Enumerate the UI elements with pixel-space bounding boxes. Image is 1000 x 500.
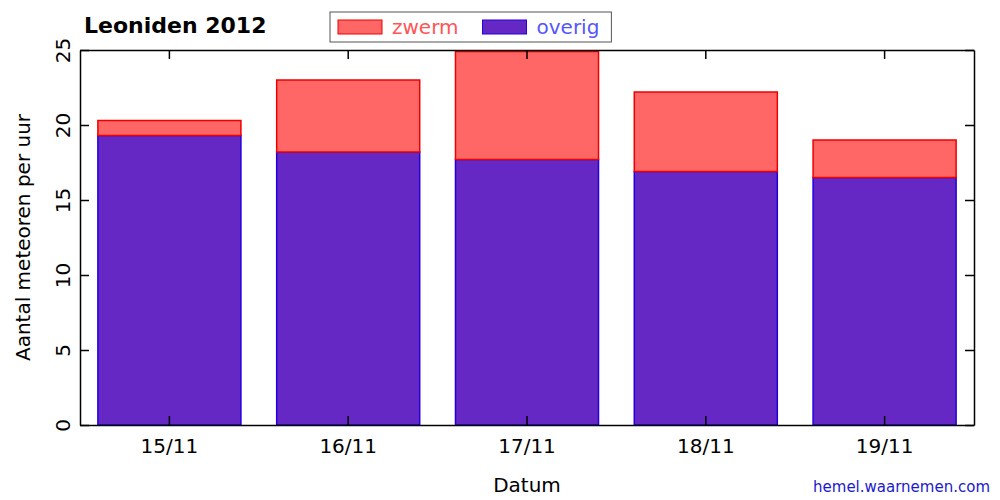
y-tick: 5 xyxy=(51,344,89,357)
y-tick xyxy=(965,125,974,126)
tick-label: 20 xyxy=(51,113,75,138)
bar xyxy=(455,52,598,160)
x-tick xyxy=(527,50,528,59)
x-tick: 19/11 xyxy=(856,416,914,458)
tick-label: 15/11 xyxy=(141,434,199,458)
x-axis-title: Datum xyxy=(493,473,561,497)
bar xyxy=(634,92,777,172)
axis-line xyxy=(974,51,976,426)
x-tick xyxy=(348,50,349,59)
tick-mark xyxy=(705,416,707,425)
y-axis-title: Aantal meteoren per uur xyxy=(11,113,35,361)
x-axis-top xyxy=(81,50,975,59)
tick-label: 25 xyxy=(51,38,75,63)
tick-label: 5 xyxy=(51,344,75,357)
x-tick: 18/11 xyxy=(677,416,735,458)
y-tick xyxy=(965,275,974,276)
tick-label: 17/11 xyxy=(498,434,556,458)
tick-label: 0 xyxy=(51,419,75,432)
legend-box xyxy=(330,12,611,42)
tick-label: 18/11 xyxy=(677,434,735,458)
tick-mark xyxy=(705,50,707,59)
x-tick xyxy=(705,50,706,59)
y-tick xyxy=(965,350,974,351)
tick-mark xyxy=(526,416,528,425)
y-axis: 0 5 10 15 20 25 xyxy=(51,38,89,432)
x-tick xyxy=(884,50,885,59)
legend-item: zwerm xyxy=(338,15,459,39)
x-tick: 16/11 xyxy=(319,416,377,458)
legend: zwerm overig xyxy=(330,12,611,42)
legend-swatch xyxy=(483,20,527,34)
x-tick: 17/11 xyxy=(498,416,556,458)
tick-label: 10 xyxy=(51,263,75,288)
x-axis: 15/11 16/11 17/11 18/11 19/11 xyxy=(81,416,975,458)
y-tick xyxy=(965,200,974,201)
tick-mark xyxy=(526,50,528,59)
tick-mark xyxy=(884,50,886,59)
tick-mark xyxy=(884,416,886,425)
x-tick xyxy=(169,50,170,59)
tick-label: 19/11 xyxy=(856,434,914,458)
y-tick: 10 xyxy=(51,263,89,288)
y-axis-right xyxy=(965,51,975,426)
legend-item: overig xyxy=(483,15,600,39)
tick-mark xyxy=(169,416,171,425)
chart: 0 5 10 15 20 25 15/11 16/11 17/11 18/11 19/11 Datum… xyxy=(0,0,1000,500)
tick-mark xyxy=(965,200,974,202)
tick-label: 15 xyxy=(51,188,75,213)
annotation: hemel.waarnemen.com xyxy=(813,478,990,496)
legend-swatch xyxy=(338,20,382,34)
plot-area: 0 5 10 15 20 25 15/11 16/11 17/11 18/11 19/11 xyxy=(51,38,975,458)
bars xyxy=(98,52,956,426)
y-tick: 15 xyxy=(51,188,89,213)
legend-label: overig xyxy=(537,15,600,39)
tick-mark xyxy=(965,350,974,352)
bar xyxy=(455,160,598,426)
bar xyxy=(277,80,420,152)
bar xyxy=(813,178,956,426)
tick-mark xyxy=(80,125,89,127)
bar xyxy=(98,136,241,426)
tick-mark xyxy=(169,50,171,59)
bar xyxy=(634,172,777,426)
tick-mark xyxy=(80,200,89,202)
axis-line xyxy=(80,51,82,426)
tick-mark xyxy=(347,416,349,425)
tick-mark xyxy=(80,275,89,277)
tick-mark xyxy=(347,50,349,59)
tick-mark xyxy=(965,275,974,277)
tick-mark xyxy=(80,350,89,352)
bar xyxy=(277,152,420,425)
bar xyxy=(813,140,956,178)
x-tick: 15/11 xyxy=(141,416,199,458)
tick-label: 16/11 xyxy=(319,434,377,458)
title: Leoniden 2012 xyxy=(84,13,266,38)
y-tick: 20 xyxy=(51,113,89,138)
bar xyxy=(98,121,241,136)
tick-mark xyxy=(965,125,974,127)
legend-label: zwerm xyxy=(392,15,459,39)
